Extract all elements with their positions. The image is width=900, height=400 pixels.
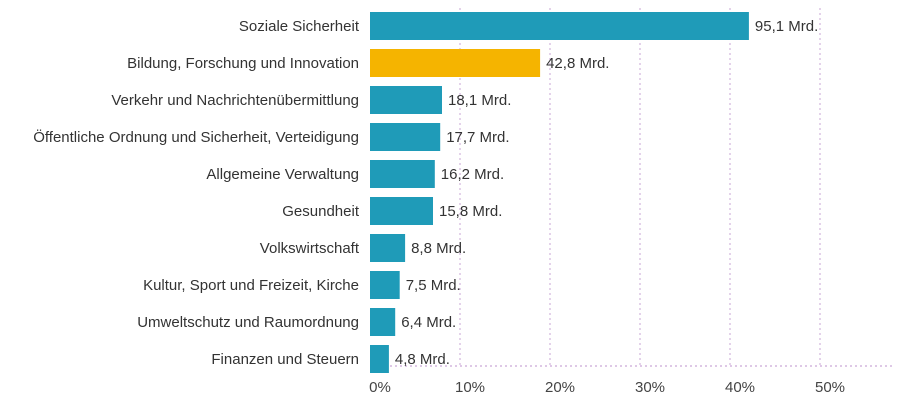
category-label-9: Finanzen und Steuern <box>211 351 359 368</box>
category-label-0: Soziale Sicherheit <box>239 18 360 35</box>
category-label-8: Umweltschutz und Raumordnung <box>137 314 359 331</box>
value-label-5: 15,8 Mrd. <box>439 203 502 220</box>
category-label-2: Verkehr und Nachrichtenübermittlung <box>111 92 359 109</box>
bar-0 <box>370 12 749 40</box>
value-label-1: 42,8 Mrd. <box>546 55 609 72</box>
value-label-8: 6,4 Mrd. <box>401 314 456 331</box>
bar-3 <box>370 123 441 151</box>
value-label-3: 17,7 Mrd. <box>446 129 509 146</box>
value-labels: 95,1 Mrd. 42,8 Mrd. 18,1 Mrd. 17,7 Mrd. 16,2… <box>395 18 818 368</box>
bar-6 <box>370 234 406 262</box>
bar-1 <box>370 49 541 77</box>
category-labels: Soziale Sicherheit Bildung, Forschung und… <box>33 18 360 368</box>
value-label-7: 7,5 Mrd. <box>406 277 461 294</box>
value-label-2: 18,1 Mrd. <box>448 92 511 109</box>
value-label-9: 4,8 Mrd. <box>395 351 450 368</box>
category-label-4: Allgemeine Verwaltung <box>206 166 359 183</box>
category-label-5: Gesundheit <box>282 203 360 220</box>
value-label-0: 95,1 Mrd. <box>755 18 818 35</box>
x-tick-label-2: 20% <box>545 379 575 396</box>
x-tick-label-4: 40% <box>725 379 755 396</box>
x-tick-label-5: 50% <box>815 379 845 396</box>
x-tick-label-1: 10% <box>455 379 485 396</box>
bar-8 <box>370 308 396 336</box>
category-label-6: Volkswirtschaft <box>260 240 360 257</box>
category-label-1: Bildung, Forschung und Innovation <box>127 55 359 72</box>
bar-2 <box>370 86 442 114</box>
category-label-3: Öffentliche Ordnung und Sicherheit, Vert… <box>33 128 359 146</box>
bar-5 <box>370 197 433 225</box>
bar-4 <box>370 160 435 188</box>
bar-9 <box>370 345 389 373</box>
value-label-6: 8,8 Mrd. <box>411 240 466 257</box>
value-label-4: 16,2 Mrd. <box>441 166 504 183</box>
x-tick-label-3: 30% <box>635 379 665 396</box>
category-label-7: Kultur, Sport und Freizeit, Kirche <box>143 277 359 294</box>
x-tick-label-0: 0% <box>369 379 391 396</box>
bars <box>370 12 749 373</box>
x-axis-ticks: 0% 10% 20% 30% 40% 50% <box>369 379 845 396</box>
bar-7 <box>370 271 400 299</box>
